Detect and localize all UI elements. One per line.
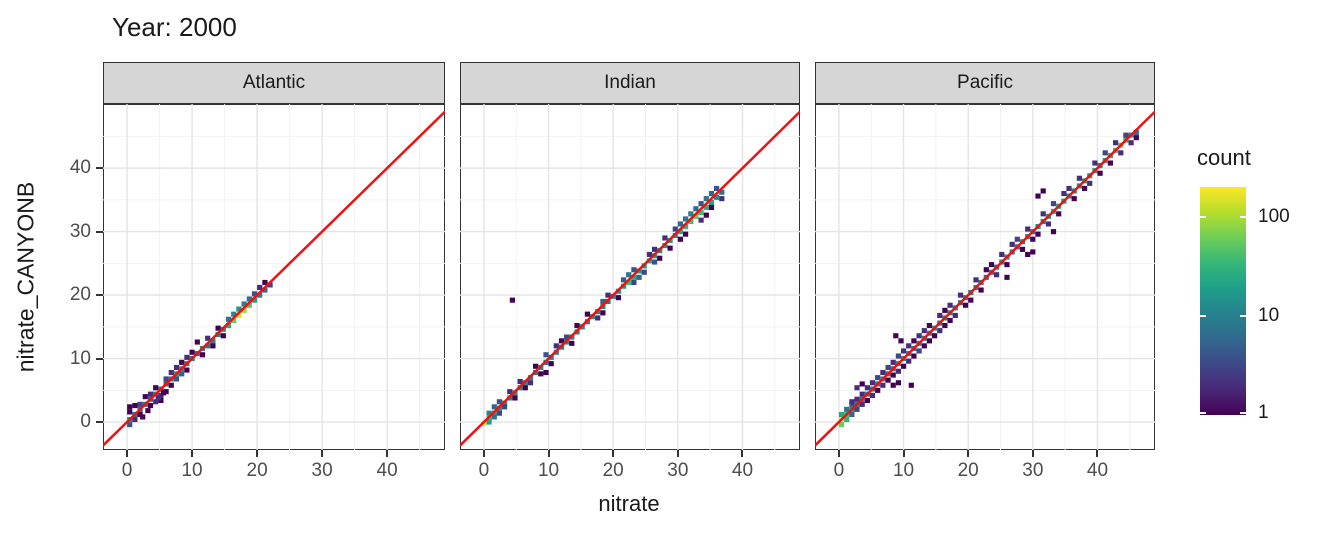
x-tick-mark [321, 450, 324, 457]
x-tick-mark [386, 450, 389, 457]
facet-strip-indian: Indian [460, 62, 800, 104]
x-tick-mark [191, 450, 194, 457]
x-tick-label: 0 [478, 460, 490, 481]
y-tick-mark [96, 421, 103, 424]
y-tick-mark [96, 230, 103, 233]
y-tick-mark [96, 357, 103, 360]
legend-tick-label: 100 [1258, 205, 1290, 227]
x-tick-label: 0 [121, 460, 133, 481]
facet-panel-pacific [814, 103, 1155, 450]
x-tick-mark [547, 450, 550, 457]
y-tick-label: 0 [80, 411, 91, 433]
x-tick-label: 10 [181, 460, 203, 481]
y-tick-label: 10 [69, 347, 91, 369]
facet-strip-atlantic: Atlantic [103, 62, 445, 104]
gridlines [814, 103, 1155, 450]
legend-tick-mark [1240, 215, 1246, 218]
facet-strip-label: Pacific [957, 72, 1013, 93]
x-tick-label: 30 [667, 460, 689, 481]
pacific-plot-area [814, 103, 1155, 450]
legend-tick-label: 1 [1258, 402, 1269, 423]
x-tick-label: 40 [1086, 460, 1109, 481]
x-tick-label: 20 [602, 460, 624, 481]
count-bins [838, 129, 1139, 427]
facet-strip-label: Indian [604, 72, 656, 93]
facet-panel-atlantic [102, 103, 445, 450]
identity-line [814, 110, 1155, 446]
legend-tick-mark [1200, 314, 1206, 317]
facet-panel-indian [459, 103, 800, 450]
x-tick-mark [256, 450, 259, 457]
x-tick-label: 10 [537, 460, 560, 481]
x-tick-label: 20 [957, 460, 979, 481]
x-tick-label: 20 [246, 460, 268, 481]
plot-title: Year: 2000 [112, 12, 237, 42]
x-tick-mark [482, 450, 485, 457]
legend-colorbar [1200, 187, 1246, 415]
x-tick-mark [902, 450, 905, 457]
gridlines [102, 103, 445, 450]
y-tick-mark [96, 294, 103, 297]
legend-tick-mark [1200, 412, 1206, 414]
legend-tick-mark [1240, 412, 1246, 414]
x-tick-label: 30 [311, 460, 333, 481]
x-tick-label: 10 [892, 460, 915, 481]
y-tick-mark [96, 167, 103, 170]
x-tick-mark [967, 450, 970, 457]
legend-tick-mark [1200, 215, 1206, 218]
legend-tick-label: 10 [1258, 304, 1280, 326]
indian-plot-area [459, 103, 800, 450]
x-tick-label: 0 [833, 460, 845, 481]
facet-strip-label: Atlantic [242, 72, 306, 93]
x-tick-mark [126, 450, 129, 457]
x-tick-mark [676, 450, 679, 457]
x-tick-mark [1031, 450, 1034, 457]
x-tick-mark [1096, 450, 1099, 457]
x-tick-label: 40 [731, 460, 754, 481]
x-tick-mark [612, 450, 615, 457]
y-axis-title: nitrate_CANYONB [12, 181, 39, 373]
y-tick-label: 40 [69, 157, 91, 179]
y-tick-label: 30 [69, 220, 91, 242]
atlantic-plot-area [102, 103, 445, 450]
x-axis-title: nitrate [598, 491, 660, 516]
x-tick-mark [837, 450, 840, 457]
legend-title: count [1197, 145, 1251, 170]
x-tick-label: 30 [1022, 460, 1044, 481]
x-tick-label: 40 [376, 460, 398, 481]
legend-tick-mark [1240, 314, 1246, 317]
identity-line [459, 110, 800, 446]
identity-line [102, 110, 445, 446]
y-tick-label: 20 [69, 284, 91, 306]
x-tick-mark [741, 450, 744, 457]
facet-strip-pacific: Pacific [815, 62, 1155, 104]
